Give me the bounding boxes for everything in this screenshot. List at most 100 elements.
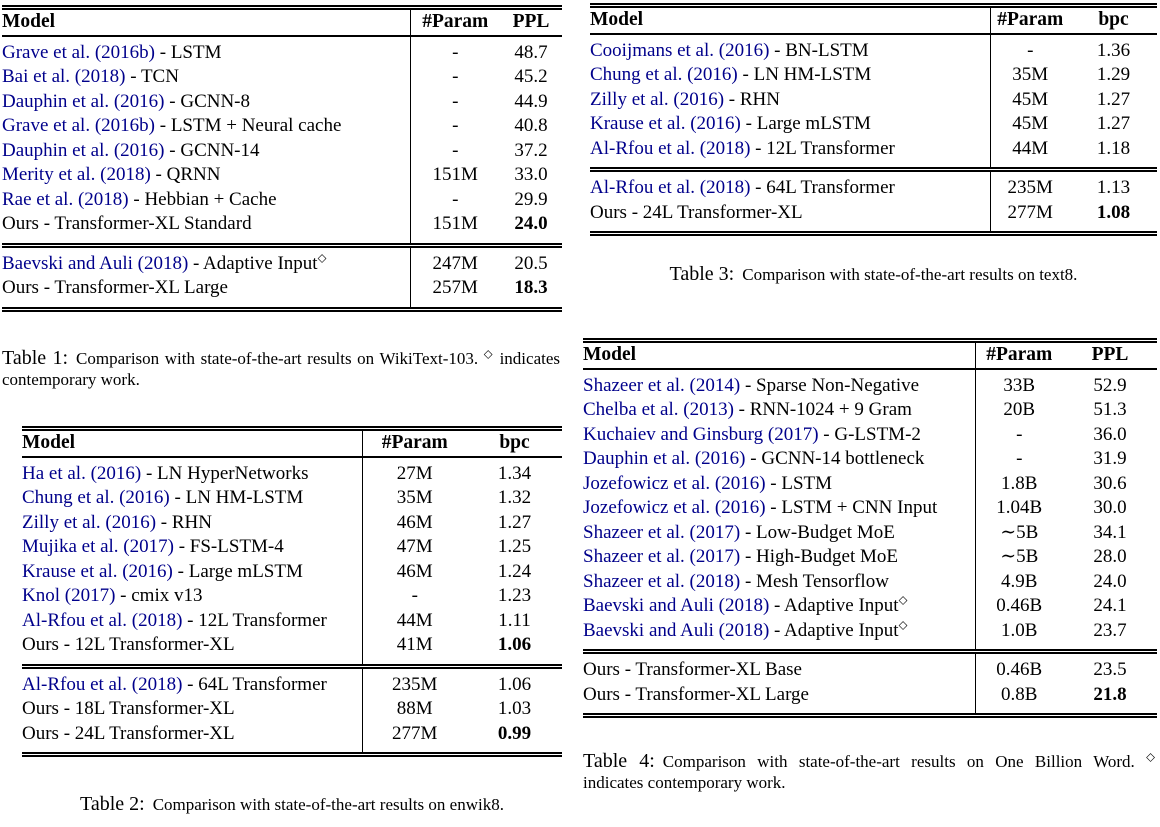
table-row: Shazeer et al. (2017) - High-Budget MoE ∼… (583, 545, 1157, 570)
caption-table4: Table 4: Comparison with state-of-the-art… (583, 751, 1155, 793)
citation-link[interactable]: Al-Rfou et al. (2018) (22, 673, 183, 695)
citation-link[interactable]: Jozefowicz et al. (2016) (583, 472, 766, 494)
metric-value-cell: 24.1 (1093, 595, 1127, 616)
model-text: - Mesh Tensorflow (740, 570, 889, 592)
table-section: Shazeer et al. (2014) - Sparse Non-Negat… (583, 368, 1157, 652)
model-cell: Baevski and Auli (2018) - Adaptive Input… (583, 594, 975, 619)
contemporary-work-diamond: ◇ (1146, 751, 1156, 764)
model-cell: Al-Rfou et al. (2018) - 64L Transformer (22, 666, 362, 697)
metric-value-cell: 24.0 (514, 213, 548, 234)
caption-label: Table 4: (583, 750, 655, 772)
citation-link[interactable]: Zilly et al. (2016) (590, 88, 725, 110)
citation-link[interactable]: Baevski and Auli (2018) (583, 619, 770, 641)
model-text: - Adaptive Input (769, 595, 899, 616)
col-header-model: Model (590, 9, 644, 30)
contemporary-work-diamond: ◇ (483, 348, 494, 361)
citation-link[interactable]: Bai et al. (2018) (2, 66, 126, 87)
citation-link[interactable]: Jozefowicz et al. (2016) (583, 497, 766, 518)
citation-link[interactable]: Shazeer et al. (2017) (583, 546, 741, 567)
citation-link[interactable]: Grave et al. (2016b) (2, 115, 155, 136)
model-text: - BN-LSTM (769, 39, 869, 61)
table-enwik8: Model #Param bpc Ha et al. (2016) - LN H… (22, 426, 562, 757)
model-cell: Dauphin et al. (2016) - GCNN-14 bottlene… (583, 447, 975, 472)
table-row: Al-Rfou et al. (2018) - 12L Transformer 4… (22, 608, 562, 633)
model-text: indicates contemporary work. (2, 349, 560, 389)
contemporary-work-diamond: ◇ (898, 619, 908, 632)
citation-link[interactable]: Al-Rfou et al. (2018) (590, 177, 751, 198)
model-text: - Adaptive Input (188, 252, 318, 274)
param-cell: - (409, 138, 500, 163)
citation-link[interactable]: Ha et al. (2016) (22, 462, 142, 484)
col-header-model: Model (22, 432, 76, 453)
citation-link[interactable]: Merity et al. (2018) (2, 164, 151, 185)
citation-link[interactable]: Chung et al. (2016) (22, 487, 170, 508)
param-cell: 235M (361, 666, 467, 697)
param-cell: 46M (361, 510, 467, 535)
table-section: Cooijmans et al. (2016) - BN-LSTM -1.36 Ch… (590, 33, 1157, 170)
citation-link[interactable]: Shazeer et al. (2014) (583, 374, 741, 396)
citation-link[interactable]: Grave et al. (2016b) (2, 41, 155, 63)
citation-link[interactable]: Baevski and Auli (2018) (583, 595, 770, 616)
model-text: - FS-LSTM-4 (173, 536, 284, 557)
model-text: - Large mLSTM (740, 113, 871, 134)
citation-link[interactable]: Dauphin et al. (2016) (2, 139, 165, 161)
citation-link[interactable]: Chelba et al. (2013) (583, 399, 734, 420)
metric-value-cell: 1.25 (497, 536, 532, 557)
col-header-metric: bpc (1098, 9, 1129, 30)
param-cell: - (361, 584, 467, 609)
model-cell: Ours - Transformer-XL Large (583, 683, 975, 716)
metric-value-cell: 48.7 (514, 41, 548, 63)
table-wikitext103: Model #Param PPL Grave et al. (2016b) - … (2, 5, 562, 312)
model-cell: Dauphin et al. (2016) - GCNN-14 (2, 139, 410, 164)
model-text: Comparison with state-of-the-art results… (662, 752, 1147, 771)
citation-link[interactable]: Al-Rfou et al. (2018) (590, 137, 751, 159)
param-cell: 151M (409, 163, 500, 188)
table-row: Dauphin et al. (2016) - GCNN-14-37.2 (2, 138, 562, 164)
model-cell: Shazeer et al. (2018) - Mesh Tensorflow (583, 570, 975, 595)
param-cell: 46M (361, 559, 467, 584)
header-row: Model #Param PPL (583, 340, 1157, 369)
model-cell: Grave et al. (2016b) - LSTM (2, 36, 410, 66)
citation-link[interactable]: Al-Rfou et al. (2018) (22, 609, 183, 631)
citation-link[interactable]: Dauphin et al. (2016) (2, 90, 165, 112)
model-text: - cmix v13 (115, 585, 203, 606)
table-row: Ours - Transformer-XL Large 0.8B 21.8 (583, 682, 1157, 716)
param-cell: 0.8B (974, 682, 1063, 716)
citation-link[interactable]: Shazeer et al. (2017) (583, 521, 741, 543)
param-cell: 35M (989, 63, 1070, 88)
metric-value-cell: 40.8 (514, 115, 548, 136)
model-cell: Zilly et al. (2016) - RHN (590, 88, 990, 113)
param-cell: 257M (409, 276, 500, 309)
citation-link[interactable]: Rae et al. (2018) (2, 188, 129, 210)
model-cell: Grave et al. (2016b) - LSTM + Neural cac… (2, 114, 410, 139)
citation-link[interactable]: Kuchaiev and Ginsburg (2017) (583, 423, 819, 445)
metric-value-cell: 1.34 (497, 462, 532, 484)
citation-link[interactable]: Krause et al. (2016) (590, 113, 741, 134)
model-text: - LN HM-LSTM (737, 64, 872, 85)
model-text: Comparison with state-of-the-art results… (152, 795, 504, 814)
metric-value-cell: 18.3 (514, 277, 548, 298)
model-text: Ours - Transformer-XL Large (583, 683, 809, 705)
param-cell: - (989, 33, 1070, 63)
param-cell: - (974, 447, 1063, 472)
table-row: Ours - Transformer-XL Standard 151M 24.0 (2, 212, 562, 245)
citation-link[interactable]: Knol (2017) (22, 585, 116, 606)
citation-link[interactable]: Krause et al. (2016) (22, 560, 173, 582)
model-text: Ours - 24L Transformer-XL (590, 201, 803, 223)
citation-link[interactable]: Dauphin et al. (2016) (583, 448, 746, 469)
citation-link[interactable]: Cooijmans et al. (2016) (590, 39, 770, 61)
citation-link[interactable]: Baevski and Auli (2018) (2, 252, 189, 274)
metric-value-cell: 1.06 (497, 673, 532, 695)
citation-link[interactable]: Chung et al. (2016) (590, 64, 738, 85)
table-section: Al-Rfou et al. (2018) - 64L Transformer 2… (590, 169, 1157, 234)
model-text: - Low-Budget MoE (740, 521, 895, 543)
model-cell: Knol (2017) - cmix v13 (22, 584, 362, 609)
model-cell: Chung et al. (2016) - LN HM-LSTM (590, 63, 990, 88)
citation-link[interactable]: Mujika et al. (2017) (22, 536, 174, 557)
table2-block: Model #Param bpc Ha et al. (2016) - LN H… (22, 426, 562, 757)
citation-link[interactable]: Shazeer et al. (2018) (583, 570, 741, 592)
param-cell: - (409, 187, 500, 212)
citation-link[interactable]: Zilly et al. (2016) (22, 511, 157, 533)
metric-value-cell: 33.0 (514, 164, 548, 185)
table1-block: Model #Param PPL Grave et al. (2016b) - … (2, 5, 562, 312)
